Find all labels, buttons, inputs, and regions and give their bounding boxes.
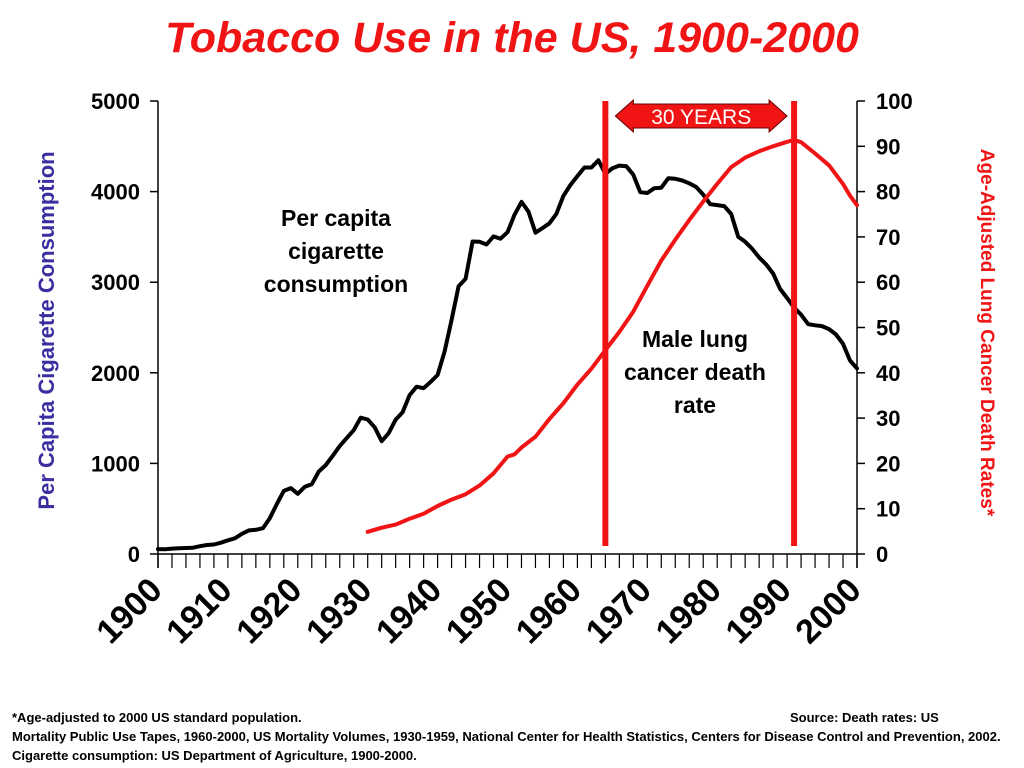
x-tick-label: 1960: [509, 571, 589, 651]
y-left-tick-label: 0: [128, 542, 140, 567]
x-tick-label: 1980: [649, 571, 729, 651]
x-tick-label: 1910: [159, 571, 239, 651]
footnote-body: Mortality Public Use Tapes, 1960-2000, U…: [12, 729, 1001, 763]
series-layer: [156, 138, 859, 552]
x-tick-label: 2000: [788, 571, 868, 651]
y-right-tick-label: 100: [876, 89, 913, 114]
y-right-tick-label: 50: [876, 316, 900, 341]
x-tick-label: 1920: [229, 571, 309, 651]
footnote-source: Source: Death rates: US: [790, 710, 939, 725]
y-axis-left-title: Per Capita Cigarette Consumption: [34, 151, 59, 509]
y-left-tick-label: 3000: [91, 270, 140, 295]
y-left-tick-label: 1000: [91, 451, 140, 476]
y-axis-right-title: Age-Adjusted Lung Cancer Death Rates*: [976, 149, 997, 517]
y-right-tick-label: 90: [876, 134, 900, 159]
chart: 5000400030002000100001009080706050403020…: [34, 89, 997, 651]
lung-cancer-death-rate-line: [365, 138, 859, 534]
axes: 5000400030002000100001009080706050403020…: [34, 89, 997, 651]
lung-series-label: cancer death: [624, 359, 766, 385]
lung-series-label: Male lung: [642, 326, 748, 352]
years-label: 30 YEARS: [651, 106, 751, 129]
chart-title: Tobacco Use in the US, 1900-2000: [165, 14, 859, 62]
x-tick-label: 1970: [579, 571, 659, 651]
x-tick-label: 1950: [439, 571, 519, 651]
y-right-tick-label: 20: [876, 451, 900, 476]
x-tick-label: 1900: [89, 571, 169, 651]
y-right-tick-label: 70: [876, 225, 900, 250]
cigarette-series-label: consumption: [264, 271, 408, 297]
y-right-tick-label: 30: [876, 406, 900, 431]
cigarette-series-label: cigarette: [288, 238, 384, 264]
y-right-tick-label: 80: [876, 180, 900, 205]
y-right-tick-label: 60: [876, 270, 900, 295]
y-right-tick-label: 40: [876, 361, 900, 386]
annotations: 30 YEARS Per capita cigarette consumption Ma…: [264, 98, 798, 546]
y-left-tick-label: 4000: [91, 180, 140, 205]
x-tick-label: 1990: [718, 571, 798, 651]
cigarette-series-label: Per capita: [281, 205, 391, 231]
x-tick-label: 1940: [369, 571, 449, 651]
y-right-tick-label: 10: [876, 497, 900, 522]
y-left-tick-label: 5000: [91, 89, 140, 114]
x-tick-label: 1930: [299, 571, 379, 651]
y-right-tick-label: 0: [876, 542, 888, 567]
cigarette-consumption-line: [156, 158, 859, 552]
y-left-tick-label: 2000: [91, 361, 140, 386]
double-arrow: [614, 98, 788, 134]
lung-series-label: rate: [674, 392, 716, 418]
footnote-left: *Age-adjusted to 2000 US standard popula…: [12, 710, 302, 725]
